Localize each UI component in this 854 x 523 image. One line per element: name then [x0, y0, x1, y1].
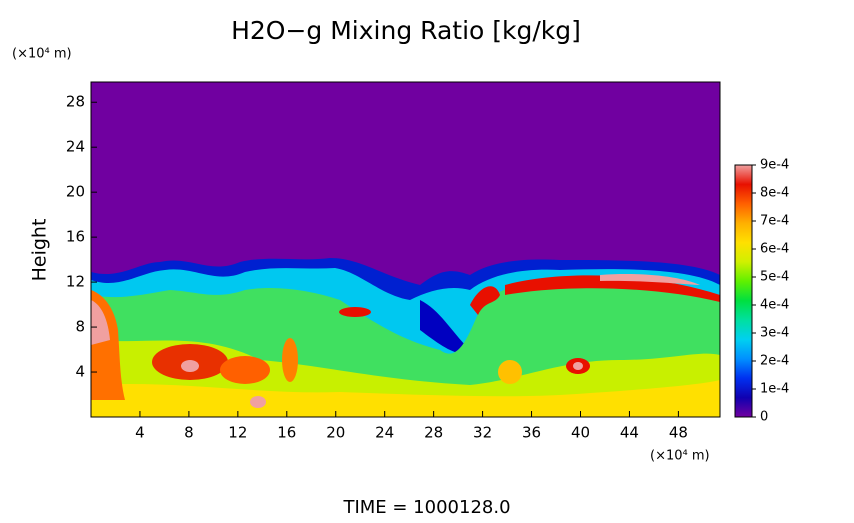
- y-tick-label: 4: [75, 363, 85, 381]
- x-unit: (×10⁴ m): [650, 449, 710, 464]
- footer: TIME = 1000128.0: [342, 497, 510, 518]
- y-label: Height: [29, 219, 51, 282]
- field-red-blob: [220, 356, 270, 384]
- plot-frame: [90, 81, 721, 418]
- colorbar-tick-label: 9e-4: [760, 158, 789, 173]
- field-pink-blob: [573, 362, 583, 370]
- field-pink-blob: [181, 360, 199, 372]
- x-tick-label: 24: [375, 424, 394, 442]
- x-tick-label: 28: [424, 424, 443, 442]
- colorbar-tick-label: 4e-4: [760, 298, 789, 313]
- x-tick-label: 16: [277, 424, 296, 442]
- colorbar-tick-label: 2e-4: [760, 354, 789, 369]
- colorbar-tick-label: 1e-4: [760, 382, 789, 397]
- x-tick-label: 40: [571, 424, 590, 442]
- field-red-plume: [470, 286, 500, 315]
- y-tick-label: 16: [66, 228, 85, 246]
- y-tick-label: 12: [66, 273, 85, 291]
- x-tick-label: 20: [326, 424, 345, 442]
- colorbar-tick-label: 0: [760, 410, 768, 425]
- y-unit: (×10⁴ m): [12, 47, 72, 62]
- x-tick-label: 36: [522, 424, 541, 442]
- x-tick-label: 48: [669, 424, 688, 442]
- y-tick-label: 20: [66, 183, 85, 201]
- field-pink-blob: [250, 396, 266, 408]
- x-tick-label: 12: [228, 424, 247, 442]
- field-yellow: [91, 380, 720, 417]
- field-blue-plume: [420, 300, 470, 354]
- field-red-blob: [339, 307, 371, 317]
- field-orange-blob: [498, 360, 522, 384]
- y-tick-label: 8: [75, 318, 85, 336]
- colorbar-tick-label: 7e-4: [760, 214, 789, 229]
- x-tick-label: 8: [184, 424, 194, 442]
- chart-title: H2O−g Mixing Ratio [kg/kg]: [231, 16, 581, 45]
- y-tick-label: 28: [66, 93, 85, 111]
- field-pink-left: [91, 300, 110, 345]
- colorbar-tick-label: 8e-4: [760, 186, 789, 201]
- field-orange-blob: [282, 338, 298, 382]
- x-tick-label: 44: [620, 424, 639, 442]
- x-tick-label: 4: [135, 424, 145, 442]
- y-tick-label: 24: [66, 138, 85, 156]
- colorbar-tick-label: 6e-4: [760, 242, 789, 257]
- x-tick-label: 32: [473, 424, 492, 442]
- colorbar-tick-label: 3e-4: [760, 326, 789, 341]
- colorbar-tick-label: 5e-4: [760, 270, 789, 285]
- field: [91, 82, 720, 417]
- colorbar: [734, 164, 753, 418]
- field-pink-top: [600, 274, 700, 285]
